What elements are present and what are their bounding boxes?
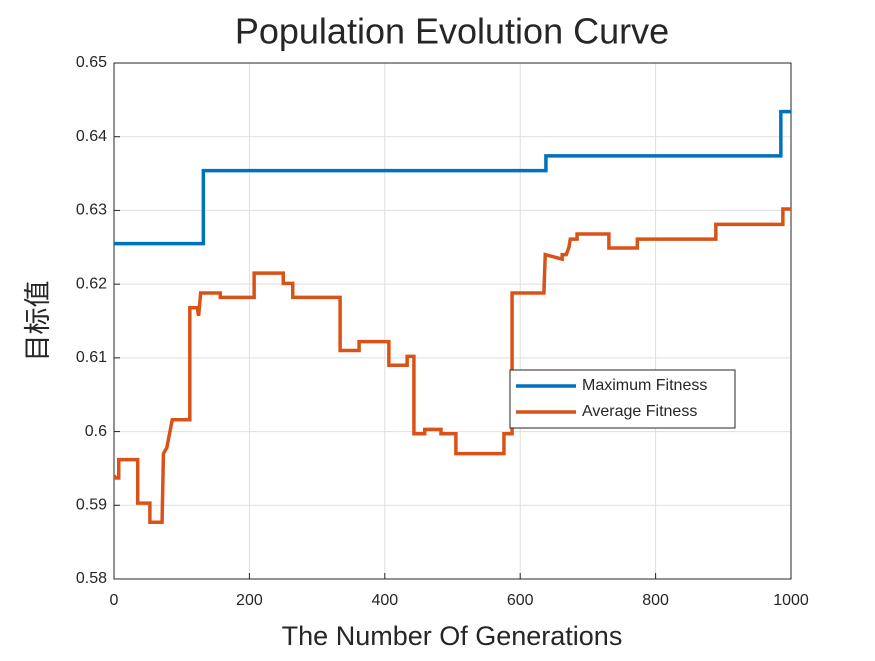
y-axis-label: 目标值 <box>23 281 53 362</box>
y-tick-label: 0.64 <box>76 128 107 145</box>
y-tick-label: 0.59 <box>76 497 107 514</box>
x-tick-label: 400 <box>371 592 398 609</box>
y-tick-label: 0.61 <box>76 349 107 366</box>
axes-box <box>113 62 792 580</box>
x-tick-label: 1000 <box>773 592 809 609</box>
data-line <box>112 207 791 524</box>
legend-box <box>509 369 736 429</box>
legend-label: Average Fitness <box>582 403 697 420</box>
legend-label: Maximum Fitness <box>582 377 707 394</box>
y-tick-label: 0.6 <box>85 423 107 440</box>
x-tick-label: 0 <box>110 592 119 609</box>
x-axis-label: The Number Of Generations <box>282 621 623 651</box>
y-tick-label: 0.63 <box>76 202 107 219</box>
x-tick-label: 200 <box>236 592 263 609</box>
y-tick-label: 0.62 <box>76 275 107 292</box>
y-tick-label: 0.65 <box>76 54 107 71</box>
x-tick-label: 600 <box>507 592 534 609</box>
y-tick-label: 0.58 <box>76 570 107 587</box>
data-line <box>114 109 791 246</box>
x-tick-label: 800 <box>642 592 669 609</box>
chart-title: Population Evolution Curve <box>235 11 669 52</box>
